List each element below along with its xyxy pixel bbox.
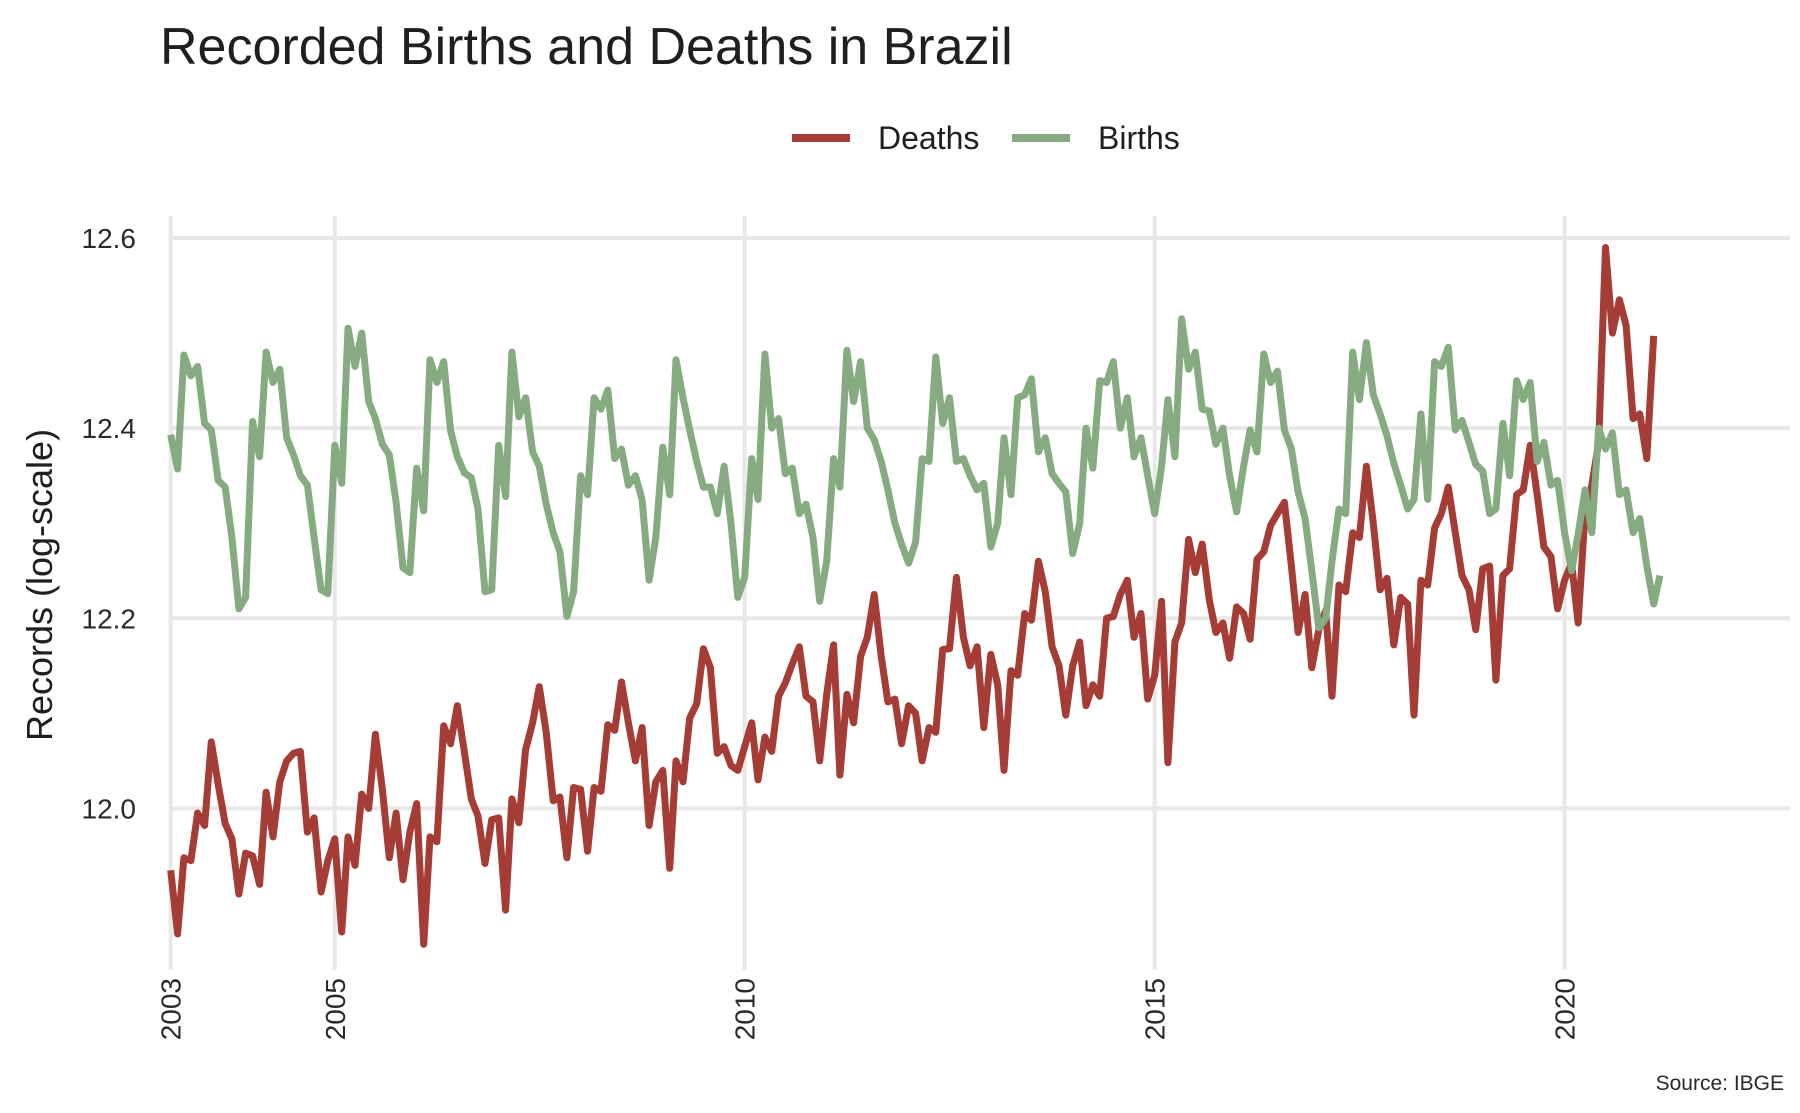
- x-tick-label: 2005: [320, 978, 351, 1040]
- legend-label-deaths: Deaths: [878, 120, 979, 156]
- series-line-deaths: [167, 244, 1658, 948]
- y-tick-label: 12.4: [82, 413, 137, 444]
- series-line-births: [167, 315, 1664, 632]
- x-tick-label: 2015: [1140, 978, 1171, 1040]
- series-layer: [167, 244, 1664, 948]
- y-axis-label: Records (log-scale): [19, 429, 60, 741]
- source-caption: Source: IBGE: [1656, 1072, 1784, 1095]
- x-axis: 2003 2005 2010 2015 2020: [156, 978, 1581, 1040]
- y-tick-label: 12.2: [82, 603, 137, 634]
- y-tick-label: 12.6: [82, 223, 137, 254]
- x-tick-label: 2020: [1550, 978, 1581, 1040]
- x-tick-label: 2003: [156, 978, 187, 1040]
- grid: [168, 216, 1790, 970]
- legend: Deaths Births: [792, 120, 1180, 156]
- y-axis: 12.0 12.2 12.4 12.6: [82, 223, 137, 824]
- y-tick-label: 12.0: [82, 793, 137, 824]
- legend-label-births: Births: [1098, 120, 1180, 156]
- x-tick-label: 2010: [730, 978, 761, 1040]
- chart-title: Recorded Births and Deaths in Brazil: [160, 18, 1013, 76]
